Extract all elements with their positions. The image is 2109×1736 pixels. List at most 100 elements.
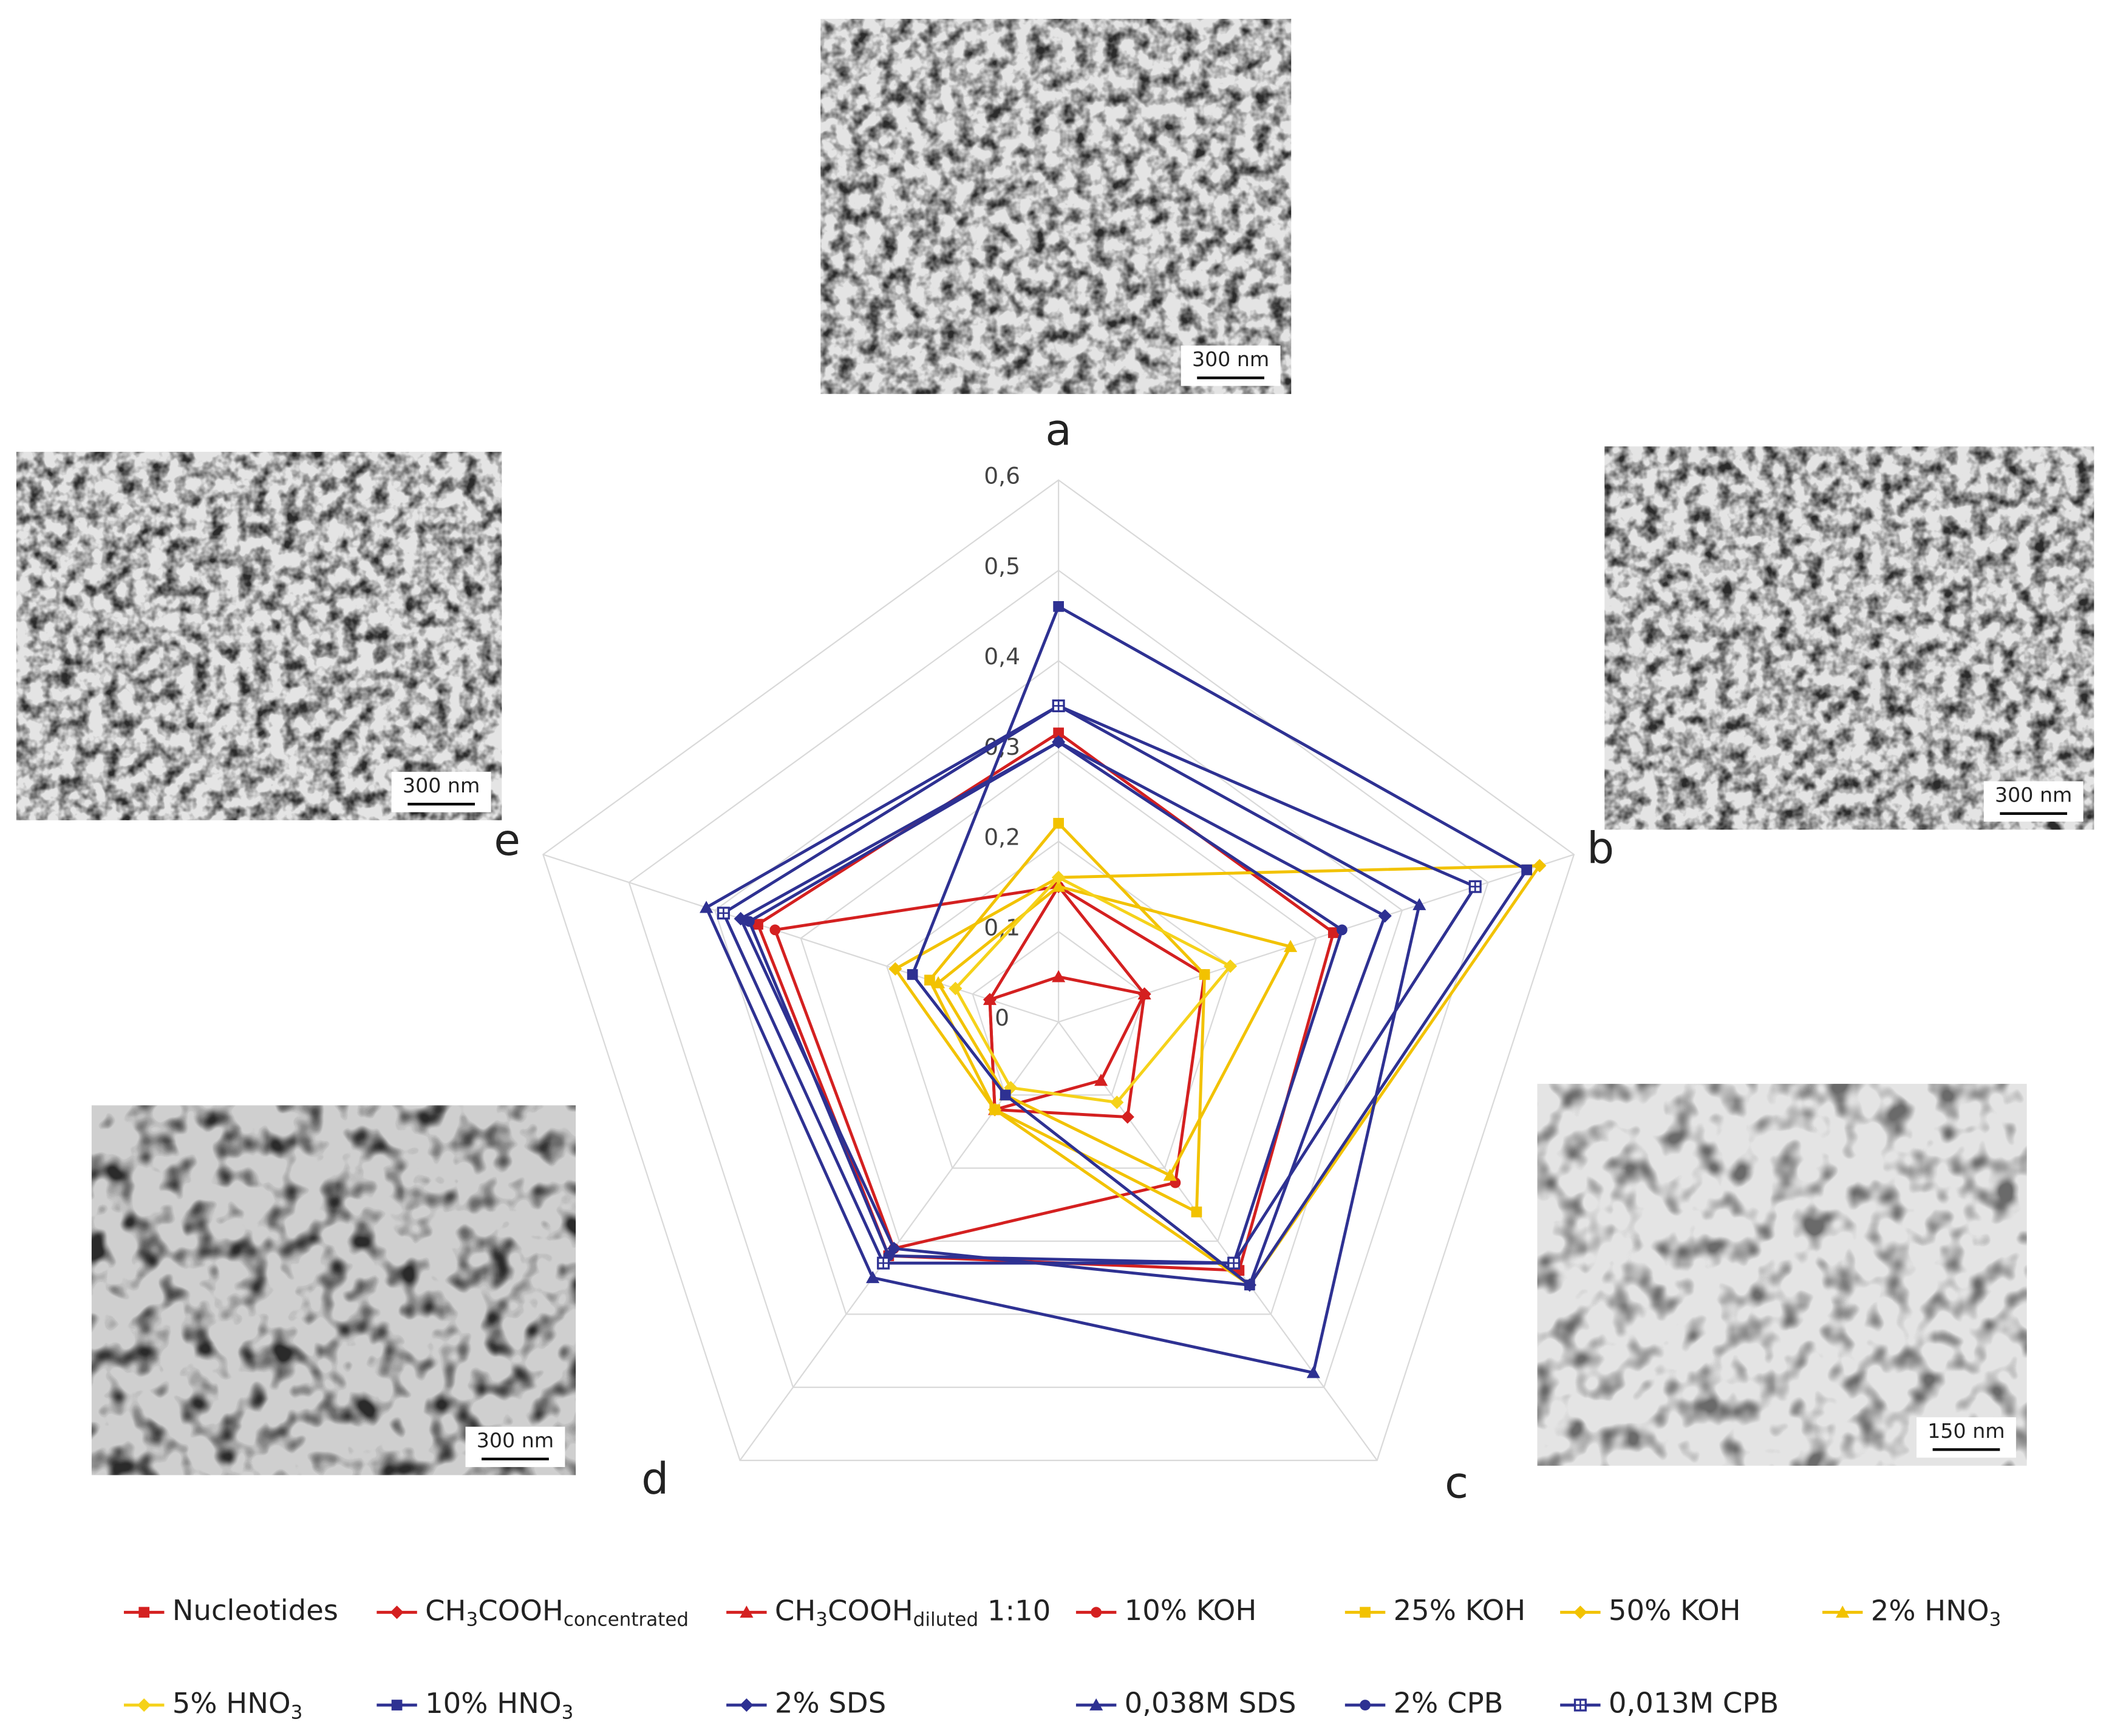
scale-bar-label: 300 nm	[1995, 783, 2072, 807]
marker	[1284, 939, 1298, 952]
legend-entry: 10% KOH	[1075, 1594, 1257, 1627]
marker	[1163, 1168, 1177, 1181]
legend-label: CH3COOHconcentrated	[425, 1594, 689, 1630]
legend-entry: 2% CPB	[1344, 1687, 1504, 1720]
marker	[744, 916, 755, 927]
marker	[1053, 727, 1065, 738]
marker	[740, 1698, 754, 1712]
marker	[1052, 699, 1065, 712]
marker	[1000, 1089, 1011, 1101]
marker	[1327, 927, 1339, 938]
legend-entry: 2% SDS	[726, 1687, 886, 1720]
marker	[752, 919, 763, 930]
scale-bar-label: 300 nm	[1192, 347, 1269, 371]
marker	[740, 1605, 754, 1618]
legend-label: Nucleotides	[172, 1594, 338, 1627]
series-line	[988, 975, 1146, 1111]
legend-label-part: 3	[466, 1608, 479, 1630]
marker-cross	[1228, 1258, 1239, 1269]
micrograph-particles	[91, 1105, 576, 1476]
marker	[1053, 817, 1065, 829]
legend-label: 50% KOH	[1609, 1594, 1741, 1627]
scale-bar-box	[1916, 1417, 2016, 1458]
marker	[138, 1607, 150, 1618]
legend-label: 2% HNO3	[1871, 1594, 2002, 1630]
legend-label: 0,013M CPB	[1609, 1687, 1779, 1720]
marker	[1412, 897, 1426, 910]
series-line	[756, 731, 1335, 1272]
marker	[1094, 1074, 1108, 1086]
marker	[1573, 1698, 1587, 1712]
legend-label: 10% KOH	[1125, 1594, 1257, 1627]
marker	[1199, 969, 1210, 980]
micrograph: 300 nm	[16, 452, 502, 820]
legend-label-part: 3	[816, 1608, 828, 1630]
scale-bar-label: 300 nm	[477, 1429, 554, 1452]
legend-label-part: 10% HNO	[425, 1687, 561, 1720]
series-line	[911, 605, 1528, 1287]
marker	[1089, 1698, 1103, 1710]
marker	[1052, 879, 1066, 892]
scale-bar-box	[1983, 781, 2083, 822]
legend-entry: 5% HNO3	[124, 1687, 302, 1723]
series-line	[739, 740, 1387, 1287]
legend-entry: 25% KOH	[1344, 1594, 1526, 1627]
marker	[1573, 1605, 1587, 1619]
marker-cross	[877, 1258, 889, 1269]
marker	[1533, 859, 1547, 873]
series-line	[773, 885, 1207, 1250]
series-line	[936, 885, 1292, 1177]
legend-label-part: 3	[562, 1701, 574, 1723]
legend-label: 5% HNO3	[172, 1687, 303, 1723]
scale-bar-label: 150 nm	[1927, 1419, 2005, 1443]
legend-label: 25% KOH	[1394, 1594, 1526, 1627]
marker	[1360, 1700, 1371, 1710]
legend-label-part: COOH	[478, 1594, 564, 1627]
axis-category-label: b	[1587, 823, 1614, 873]
marker	[1227, 1256, 1241, 1270]
marker	[988, 1103, 1002, 1117]
legend-label: 10% HNO3	[425, 1687, 573, 1723]
marker	[932, 976, 945, 989]
marker	[1091, 1607, 1102, 1618]
marker	[390, 1605, 404, 1619]
legend-entry: 2% HNO3	[1822, 1594, 2001, 1630]
legend-label-part: COOH	[828, 1594, 913, 1627]
grid-ring	[628, 569, 1489, 1388]
micrograph-particles	[16, 452, 502, 820]
tick-label: 0,4	[984, 643, 1020, 670]
marker	[717, 907, 730, 920]
marker-cross	[1575, 1700, 1586, 1710]
legend-entry: CH3COOHdiluted 1:10	[726, 1594, 1051, 1630]
marker	[700, 900, 714, 913]
marker	[1468, 880, 1482, 893]
legend-label-part: 3	[1989, 1608, 2002, 1630]
legend-label-part: 3	[291, 1701, 303, 1723]
scale-bar-box	[465, 1426, 565, 1468]
legend-entry: 10% HNO3	[376, 1687, 573, 1723]
marker	[949, 981, 963, 995]
marker	[1306, 1366, 1320, 1378]
legend-label-part: CH	[775, 1594, 816, 1627]
marker	[769, 924, 781, 936]
marker-cross	[1053, 700, 1065, 712]
series-line	[953, 876, 1232, 1104]
marker	[1337, 924, 1348, 936]
marker-cross	[1470, 881, 1481, 892]
legend-label-part: diluted	[913, 1608, 978, 1630]
marker	[391, 1700, 403, 1710]
legend-entry: Nucleotides	[124, 1594, 338, 1627]
marker	[983, 993, 997, 1006]
grid-ring	[542, 479, 1575, 1462]
grid-ring	[800, 750, 1317, 1242]
marker	[1836, 1605, 1850, 1618]
legend-entry: 50% KOH	[1560, 1594, 1741, 1627]
marker	[1360, 1607, 1371, 1618]
micrograph-particles	[1537, 1083, 2027, 1466]
marker	[1137, 987, 1151, 999]
legend-label: 2% SDS	[775, 1687, 886, 1720]
micrographs: 300 nm 300 nm 150 nm 300 nm 300 nm	[16, 19, 2094, 1476]
axis-category-label: a	[1045, 405, 1071, 455]
